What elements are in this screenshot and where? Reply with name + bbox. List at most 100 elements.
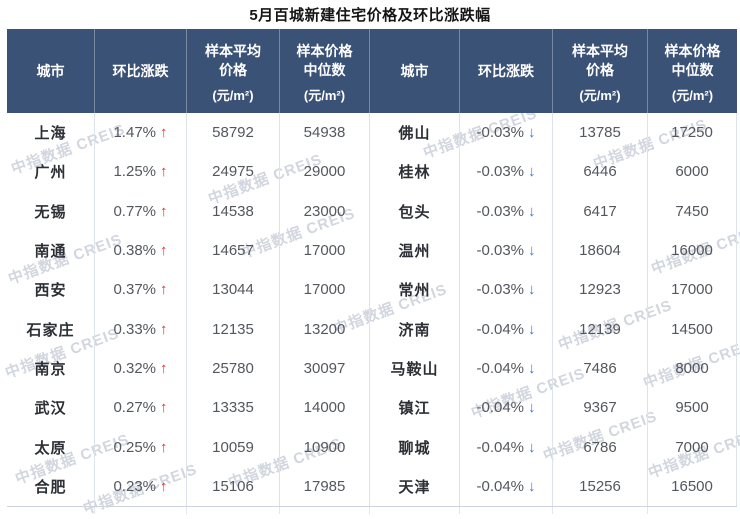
change-value: -0.04% <box>476 359 525 377</box>
city-cell: 太原 <box>7 427 95 467</box>
avg-price-cell: 13335 <box>187 388 280 428</box>
avg-price-cell: 12135 <box>187 309 280 349</box>
header-avg-price-right: 样本平均 价格 (元/m²) <box>553 29 648 113</box>
change-cell: -0.03% ↓ <box>460 191 553 231</box>
change-value: 1.25% <box>113 163 157 181</box>
header-unit: (元/m²) <box>303 88 346 103</box>
change-value: -0.03% <box>476 124 525 142</box>
avg-price-cell: 10059 <box>187 427 280 467</box>
change-cell: -0.03% ↓ <box>460 113 553 153</box>
avg-price-cell: 14538 <box>187 191 280 231</box>
change-cell: -0.04% ↓ <box>460 466 553 506</box>
down-arrow-icon: ↓ <box>528 399 536 417</box>
median-price-cell: 17250 <box>648 113 737 153</box>
change-value: 0.25% <box>113 438 157 456</box>
median-price-cell: 16500 <box>648 466 737 506</box>
city-cell: 合肥 <box>7 466 95 506</box>
avg-price-cell: 58792 <box>187 113 280 153</box>
change-cell: 0.77% ↑ <box>95 191 187 231</box>
change-cell: 0.33% ↑ <box>95 309 187 349</box>
median-price-cell: 16000 <box>648 230 737 271</box>
avg-price-cell: 12139 <box>553 309 648 349</box>
city-cell: 马鞍山 <box>370 348 460 389</box>
up-arrow-icon: ↑ <box>160 281 168 299</box>
header-label: 城市 <box>36 62 65 79</box>
header-label: 样本价格 中位数 <box>664 43 721 78</box>
header-label: 样本价格 中位数 <box>296 43 353 78</box>
header-median-price-right: 样本价格 中位数 (元/m²) <box>648 29 737 113</box>
city-cell: 常州 <box>370 270 460 310</box>
avg-price-cell: 6446 <box>553 152 648 192</box>
header-city-left: 城市 <box>7 29 95 113</box>
partial-row-cell <box>280 506 370 514</box>
change-cell: -0.03% ↓ <box>460 270 553 310</box>
change-cell: 0.38% ↑ <box>95 230 187 271</box>
up-arrow-icon: ↑ <box>160 438 168 456</box>
change-value: -0.04% <box>476 399 525 417</box>
header-unit: (元/m²) <box>212 88 254 103</box>
partial-row-cell <box>648 507 737 514</box>
change-value: 0.33% <box>113 320 157 338</box>
header-label: 样本平均 价格 <box>205 43 261 78</box>
up-arrow-icon: ↑ <box>160 202 168 220</box>
avg-price-cell: 7486 <box>553 348 648 389</box>
change-value: 0.32% <box>113 359 157 377</box>
change-value: 0.23% <box>113 477 157 495</box>
change-cell: -0.04% ↓ <box>460 427 553 467</box>
avg-price-cell: 12923 <box>553 270 648 310</box>
median-price-cell: 54938 <box>280 113 370 153</box>
price-table: 城市 环比涨跌 样本平均 价格 (元/m²) 样本价格 中位数 (元/m²) 城… <box>7 29 737 514</box>
header-unit: (元/m²) <box>671 88 714 103</box>
partial-row-cell <box>187 506 280 514</box>
partial-row-cell <box>95 506 187 514</box>
header-unit: (元/m²) <box>579 88 621 103</box>
city-cell: 济南 <box>370 309 460 349</box>
city-cell: 上海 <box>7 113 95 153</box>
median-price-cell: 17000 <box>648 270 737 310</box>
median-price-cell: 14500 <box>648 309 737 349</box>
avg-price-cell: 25780 <box>187 348 280 389</box>
median-price-cell: 7000 <box>648 427 737 467</box>
partial-row-cell <box>370 506 460 514</box>
partial-row-cell <box>7 506 95 514</box>
city-cell: 包头 <box>370 191 460 231</box>
up-arrow-icon: ↑ <box>160 242 168 260</box>
avg-price-cell: 9367 <box>553 388 648 428</box>
change-value: 0.77% <box>113 202 157 220</box>
avg-price-cell: 24975 <box>187 152 280 192</box>
change-cell: 1.47% ↑ <box>95 113 187 153</box>
down-arrow-icon: ↓ <box>528 202 536 220</box>
city-cell: 西安 <box>7 270 95 310</box>
header-label: 样本平均 价格 <box>572 43 628 78</box>
change-value: -0.03% <box>476 163 525 181</box>
avg-price-cell: 18604 <box>553 230 648 271</box>
header-change-left: 环比涨跌 <box>95 29 187 113</box>
partial-next-row <box>7 505 737 514</box>
header-label: 环比涨跌 <box>478 62 534 79</box>
table-header: 城市 环比涨跌 样本平均 价格 (元/m²) 样本价格 中位数 (元/m²) 城… <box>7 29 737 113</box>
median-price-cell: 8000 <box>648 348 737 389</box>
change-cell: 0.37% ↑ <box>95 270 187 310</box>
median-price-cell: 17000 <box>280 230 370 271</box>
up-arrow-icon: ↑ <box>160 124 168 142</box>
median-price-cell: 10900 <box>280 427 370 467</box>
change-value: -0.03% <box>476 281 525 299</box>
up-arrow-icon: ↑ <box>160 399 168 417</box>
header-label: 环比涨跌 <box>112 62 169 79</box>
change-value: 0.27% <box>113 399 157 417</box>
down-arrow-icon: ↓ <box>528 438 536 456</box>
up-arrow-icon: ↑ <box>160 163 168 181</box>
median-price-cell: 17985 <box>280 466 370 506</box>
city-cell: 无锡 <box>7 191 95 231</box>
city-cell: 武汉 <box>7 388 95 428</box>
city-cell: 温州 <box>370 230 460 271</box>
median-price-cell: 9500 <box>648 388 737 428</box>
city-cell: 广州 <box>7 152 95 192</box>
up-arrow-icon: ↑ <box>160 320 168 338</box>
down-arrow-icon: ↓ <box>528 477 536 495</box>
change-value: -0.03% <box>476 202 525 220</box>
down-arrow-icon: ↓ <box>528 281 536 299</box>
change-value: 1.47% <box>113 124 157 142</box>
change-cell: 0.27% ↑ <box>95 388 187 428</box>
header-median-price-left: 样本价格 中位数 (元/m²) <box>280 29 370 113</box>
